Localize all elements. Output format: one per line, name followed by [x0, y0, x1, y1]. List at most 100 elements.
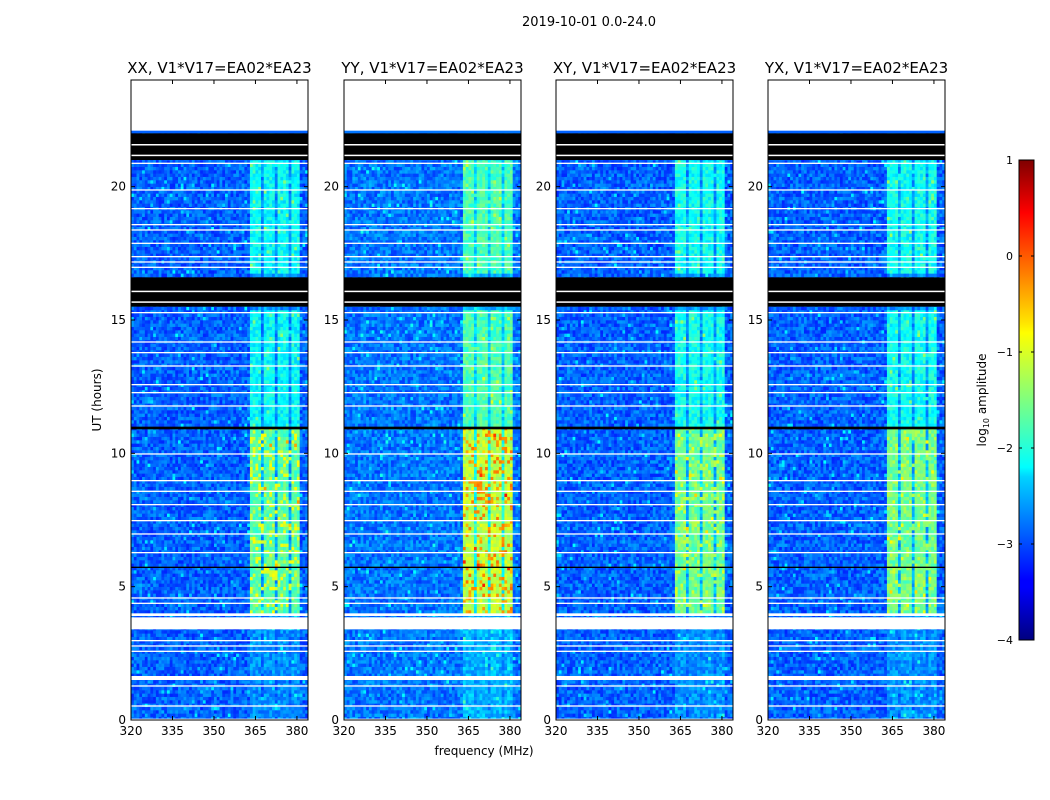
heatmap-cell — [249, 473, 253, 477]
heatmap-cell — [305, 533, 308, 537]
heatmap-cell — [260, 660, 265, 664]
heatmap-cell — [291, 536, 295, 541]
heatmap-cell — [269, 696, 273, 701]
heatmap-cell — [142, 690, 146, 694]
heatmap-cell — [302, 460, 306, 464]
heatmap-cell — [172, 566, 176, 571]
heatmap-cell — [252, 536, 256, 541]
heatmap-cell — [186, 553, 190, 557]
heatmap-cell — [161, 510, 165, 514]
heatmap-cell — [166, 603, 171, 607]
heatmap-cell — [222, 493, 226, 497]
heatmap-cell — [230, 553, 234, 557]
heatmap-cell — [263, 653, 267, 657]
heatmap-cell — [272, 460, 276, 464]
heatmap-cell — [241, 516, 245, 521]
heatmap-cell — [252, 473, 256, 477]
heatmap-cell — [172, 470, 176, 474]
heatmap-cell — [202, 583, 206, 587]
heatmap-cell — [189, 683, 193, 687]
heatmap-cell — [194, 606, 198, 611]
heatmap-cell — [269, 506, 273, 511]
heatmap-cell — [285, 533, 289, 537]
heatmap-cell — [133, 603, 137, 607]
heatmap-cell — [269, 633, 273, 637]
heatmap-cell — [299, 573, 303, 577]
heatmap-cell — [178, 586, 182, 591]
heatmap-cell — [213, 586, 218, 591]
heatmap-cell — [233, 536, 237, 541]
heatmap-cell — [302, 486, 306, 491]
heatmap-cell — [236, 486, 240, 491]
heatmap-cell — [175, 700, 179, 704]
heatmap-cell — [208, 630, 212, 634]
heatmap-cell — [244, 510, 248, 514]
heatmap-cell — [269, 700, 273, 704]
heatmap-cell — [166, 576, 171, 581]
heatmap-cell — [213, 550, 218, 554]
heatmap-cell — [180, 480, 184, 484]
heatmap-cell — [155, 686, 159, 691]
heatmap-cell — [155, 713, 159, 717]
heatmap-cell — [172, 710, 176, 714]
heatmap-cell — [299, 466, 303, 471]
heatmap-cell — [238, 540, 242, 544]
heatmap-cell — [131, 636, 135, 641]
heatmap-cell — [244, 493, 248, 497]
heatmap-cell — [164, 590, 168, 594]
heatmap-cell — [139, 476, 143, 481]
heatmap-cell — [255, 580, 259, 584]
heatmap-cell — [255, 500, 259, 504]
heatmap-cell — [216, 576, 220, 581]
heatmap-cell — [241, 486, 245, 491]
heatmap-cell — [131, 603, 135, 607]
heatmap-cell — [277, 680, 281, 684]
heatmap-cell — [213, 583, 218, 587]
heatmap-cell — [189, 520, 193, 524]
heatmap-cell — [260, 690, 265, 694]
heatmap-cell — [274, 703, 278, 707]
heatmap-cell — [236, 630, 240, 634]
heatmap-cell — [144, 590, 148, 594]
heatmap-cell — [166, 630, 171, 634]
heatmap-cell — [166, 473, 171, 477]
heatmap-cell — [158, 703, 162, 707]
heatmap-cell — [236, 680, 240, 684]
heatmap-cell — [241, 513, 245, 517]
heatmap-cell — [269, 590, 273, 594]
heatmap-cell — [150, 610, 154, 614]
heatmap-cell — [291, 656, 295, 661]
heatmap-cell — [277, 706, 281, 711]
heatmap-cell — [233, 653, 237, 657]
heatmap-cell — [166, 640, 171, 644]
heatmap-cell — [211, 646, 215, 651]
heatmap-cell — [178, 640, 182, 644]
heatmap-cell — [142, 583, 146, 587]
heatmap-cell — [197, 636, 201, 641]
heatmap-cell — [150, 496, 154, 501]
heatmap-cell — [255, 523, 259, 527]
heatmap-cell — [194, 566, 198, 571]
heatmap-cell — [194, 666, 198, 671]
heatmap-cell — [233, 576, 237, 581]
heatmap-cell — [277, 500, 281, 504]
heatmap-cell — [183, 473, 187, 477]
heatmap-cell — [169, 696, 173, 701]
heatmap-cell — [285, 680, 289, 684]
heatmap-cell — [269, 566, 273, 571]
heatmap-cell — [139, 693, 143, 697]
heatmap-cell — [216, 550, 220, 554]
heatmap-cell — [280, 493, 284, 497]
heatmap-cell — [219, 520, 223, 524]
heatmap-cell — [155, 706, 159, 711]
heatmap-cell — [294, 610, 298, 614]
heatmap-cell — [222, 600, 226, 604]
heatmap-cell — [166, 483, 171, 487]
heatmap-cell — [216, 680, 220, 684]
heatmap-cell — [225, 710, 229, 714]
heatmap-cell — [197, 583, 201, 587]
heatmap-cell — [241, 463, 245, 467]
heatmap-cell — [230, 526, 234, 531]
heatmap-cell — [133, 550, 137, 554]
heatmap-cell — [272, 546, 276, 551]
